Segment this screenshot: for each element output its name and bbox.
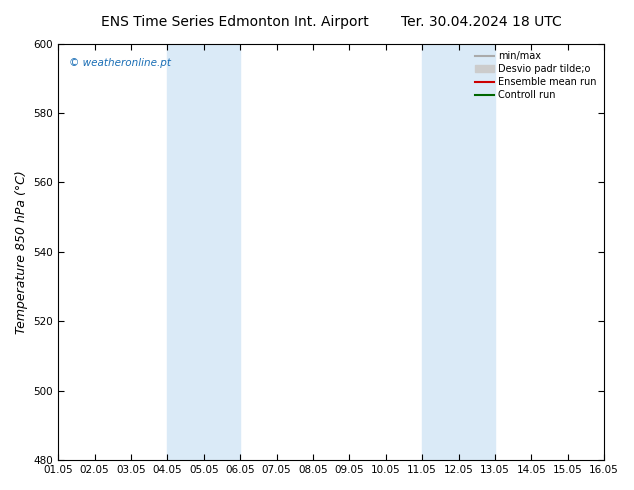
Legend: min/max, Desvio padr tilde;o, Ensemble mean run, Controll run: min/max, Desvio padr tilde;o, Ensemble m… <box>472 49 599 103</box>
Bar <box>422 44 495 460</box>
Text: Ter. 30.04.2024 18 UTC: Ter. 30.04.2024 18 UTC <box>401 15 562 29</box>
Text: © weatheronline.pt: © weatheronline.pt <box>69 58 171 68</box>
Text: ENS Time Series Edmonton Int. Airport: ENS Time Series Edmonton Int. Airport <box>101 15 368 29</box>
Bar <box>167 44 240 460</box>
Y-axis label: Temperature 850 hPa (°C): Temperature 850 hPa (°C) <box>15 170 28 334</box>
